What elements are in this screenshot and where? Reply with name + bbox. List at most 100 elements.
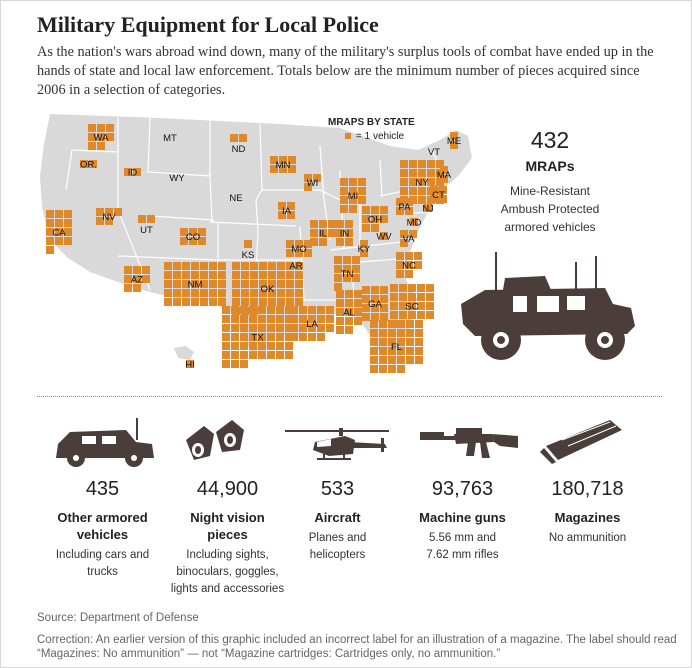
mrap-square-tx <box>258 315 266 323</box>
page-title: Military Equipment for Local Police <box>37 12 379 37</box>
mrap-square-tn <box>352 274 360 282</box>
mrap-square-ny <box>409 187 417 195</box>
mrap-square-mn <box>279 165 287 173</box>
legend-unit-label: = 1 vehicle <box>356 131 405 142</box>
mrap-square-tx <box>258 351 266 359</box>
mrap-square-mi <box>358 187 366 195</box>
mrap-square-mo <box>295 240 303 248</box>
mrap-square-ca <box>55 219 63 227</box>
mrap-square-mn <box>288 165 296 173</box>
mrap-square-la <box>290 324 298 332</box>
mrap-square-tx <box>285 342 293 350</box>
mrap-square-al <box>354 299 362 307</box>
mrap-square-tx <box>267 351 275 359</box>
mrap-square-ny <box>400 160 408 168</box>
mrap-square-al <box>345 326 353 334</box>
mrap-desc-line: Ambush Protected <box>500 202 600 216</box>
state-label-ma: MA <box>437 170 452 181</box>
mrap-square-fl <box>415 338 423 346</box>
mrap-square-wv <box>380 232 388 240</box>
state-label-wv: WV <box>376 232 392 243</box>
mrap-square-tx <box>231 360 239 368</box>
mrap-square-id <box>133 168 141 176</box>
mrap-square-nc <box>405 261 413 269</box>
mrap-square-ny <box>400 196 408 204</box>
category-label-line: Other armored <box>57 510 148 525</box>
mrap-square-nm <box>191 289 199 297</box>
state-label-pa: PA <box>399 202 412 213</box>
mrap-square-tx <box>285 315 293 323</box>
mrap-square-nm <box>182 271 190 279</box>
mrap-value: 432 <box>530 127 570 153</box>
mrap-square-fl <box>379 365 387 373</box>
category-value: 180,718 <box>551 478 624 500</box>
mrap-square-ok <box>268 271 276 279</box>
state-label-mi: MI <box>348 191 359 202</box>
mrap-square-nc <box>396 252 404 260</box>
mrap-square-ca <box>64 219 72 227</box>
mrap-square-nm <box>191 271 199 279</box>
category-desc-line: Including cars and <box>55 549 150 561</box>
mrap-square-fl <box>397 347 405 355</box>
mrap-square-ny <box>418 160 426 168</box>
mrap-square-oh <box>371 215 379 223</box>
mrap-square-ok <box>250 298 258 306</box>
state-labels: WA OR. CA NV ID MT WY UT CO AZ NM ND NE KS OK TX MN IA MO A… <box>52 133 461 371</box>
mrap-square-tx <box>276 306 284 314</box>
mrap-square-ga <box>371 286 379 294</box>
category-description: 5.56 mm and 7.62 mm rifles <box>405 530 520 564</box>
mrap-square-ny <box>400 187 408 195</box>
mrap-square-co <box>180 228 188 236</box>
mrap-square-ny <box>400 169 408 177</box>
category-machine-guns: 93,763 Machine guns 5.56 mm and 7.62 mm … <box>405 478 520 564</box>
mrap-square-la <box>299 306 307 314</box>
mrap-square-tx <box>267 306 275 314</box>
mrap-square-ny <box>418 178 426 186</box>
mrap-square-ga <box>371 295 379 303</box>
mrap-square-sc <box>426 284 434 292</box>
mrap-square-ks <box>244 240 252 248</box>
mrap-square-ca <box>46 219 54 227</box>
mrap-square-tx <box>267 324 275 332</box>
mrap-square-pa <box>405 207 413 215</box>
mrap-desc-line: armored vehicles <box>504 220 596 234</box>
category-description: Including sights, binoculars, goggles, l… <box>165 547 290 598</box>
mrap-square-ok <box>232 289 240 297</box>
mrap-square-fl <box>397 356 405 364</box>
mrap-square-oh <box>380 206 388 214</box>
mrap-square-al <box>354 308 362 316</box>
state-label-al: AL <box>343 308 355 319</box>
state-label-wa: WA <box>94 133 110 144</box>
mrap-square-nm <box>209 262 217 270</box>
state-label-or: OR. <box>80 160 97 171</box>
mrap-square-fl <box>406 347 414 355</box>
mrap-square-il <box>319 220 327 228</box>
mrap-square-mo <box>286 240 294 248</box>
mrap-square-fl <box>379 347 387 355</box>
mrap-square-tn <box>334 265 342 273</box>
mrap-square-sc <box>408 311 416 319</box>
mrap-square-va <box>409 230 417 238</box>
mrap-square-tx <box>240 351 248 359</box>
mrap-square-la <box>290 315 298 323</box>
mrap-square-ga <box>371 304 379 312</box>
mrap-square-la <box>317 306 325 314</box>
category-value: 533 <box>320 478 355 500</box>
mrap-square-al <box>336 308 344 316</box>
mrap-square-ut <box>147 215 155 223</box>
mrap-square-tx <box>231 333 239 341</box>
mrap-square-az <box>124 275 132 283</box>
mrap-square-ga <box>362 286 370 294</box>
mrap-square-id <box>124 168 132 176</box>
category-magazines: 180,718 Magazines No ammunition <box>530 478 645 547</box>
mrap-square-wa <box>97 124 105 132</box>
mrap-square-tn <box>343 265 351 273</box>
mrap-square-ct <box>439 195 447 203</box>
mrap-square-or <box>80 160 88 168</box>
state-label-la: LA <box>306 319 318 330</box>
mrap-square-nm <box>209 271 217 279</box>
mrap-square-la <box>317 315 325 323</box>
mrap-square-ok <box>259 262 267 270</box>
state-label-co: CO <box>186 232 200 243</box>
